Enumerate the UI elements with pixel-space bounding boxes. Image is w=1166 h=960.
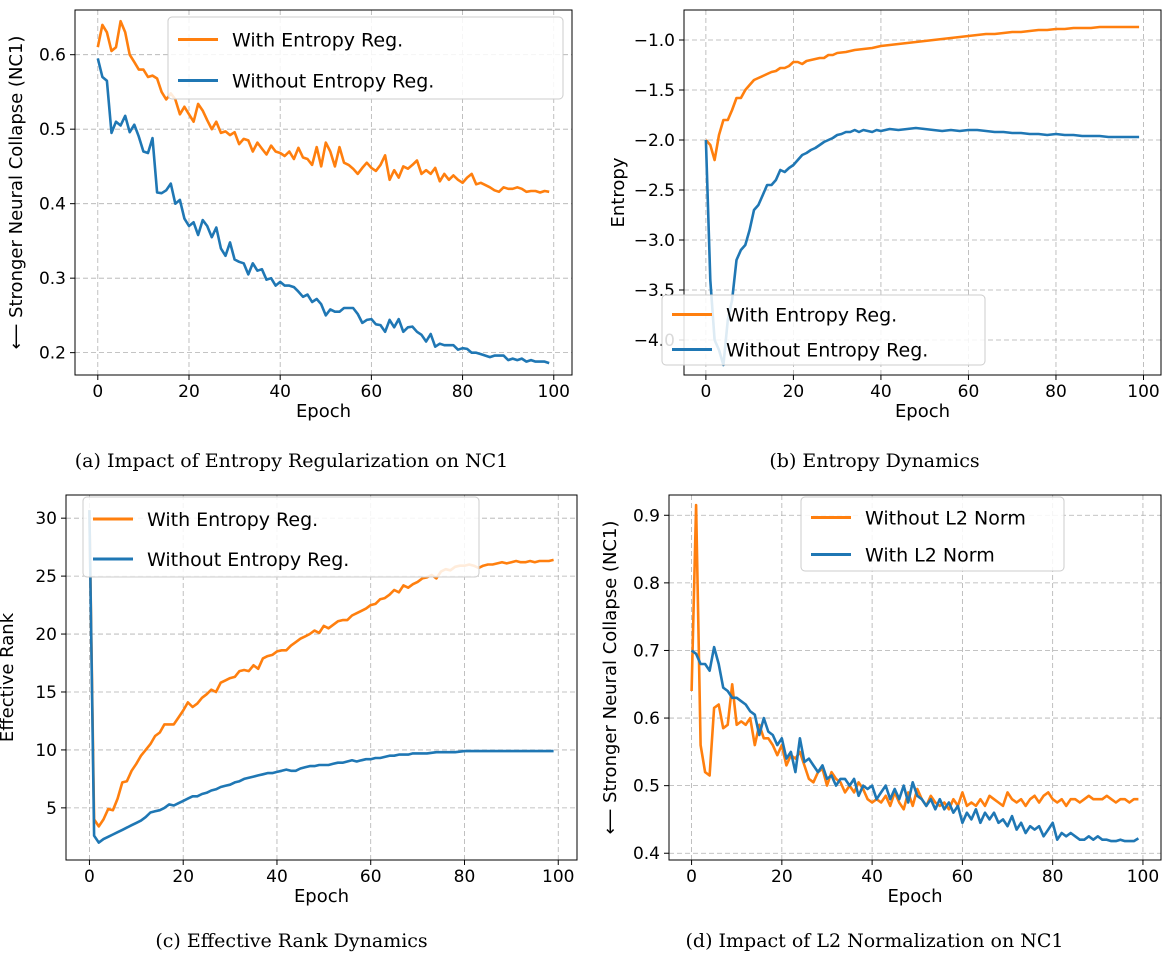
y-tick-label: 5 bbox=[46, 799, 57, 819]
chart-d: 0 20 40 60 80 100 0.4 0.5 0.6 0.7 0.8 0.9 Epoch ⟵ Str… bbox=[600, 494, 1162, 907]
legend-label: With L2 Norm bbox=[865, 545, 995, 567]
y-tick-label: 0.5 bbox=[39, 120, 66, 140]
y-axis-label: Entropy bbox=[608, 157, 629, 227]
chart-c: 0 20 40 60 80 100 5 10 15 20 25 30 Epoch Effective Ra… bbox=[0, 494, 578, 907]
y-tick-label: 0.2 bbox=[39, 344, 66, 364]
legend-label: Without Entropy Reg. bbox=[232, 71, 434, 93]
y-tick-label: 25 bbox=[35, 567, 57, 587]
x-tick-label: 60 bbox=[952, 867, 974, 887]
x-axis-label: Epoch bbox=[895, 401, 950, 422]
y-tick-label: 0.3 bbox=[39, 269, 66, 289]
x-tick-label: 40 bbox=[269, 382, 291, 402]
legend-box bbox=[800, 496, 1065, 572]
x-tick-label: 80 bbox=[1045, 382, 1067, 402]
x-tick-label: 100 bbox=[538, 382, 570, 402]
y-tick-label: 20 bbox=[35, 625, 57, 645]
chart-b: 0 20 40 60 80 100−4.0−3.5−3.0−2.5−2.0−1.5−1.0… bbox=[608, 9, 1162, 422]
y-tick-label: 0.4 bbox=[633, 844, 660, 864]
chart-a: 0 20 40 60 80 100 0.2 0.3 0.4 0.5 0.6 Epoch ⟵ Strong… bbox=[6, 9, 573, 422]
panel-d: 0 20 40 60 80 100 0.4 0.5 0.6 0.7 0.8 0.9 Epoch ⟵ Str… bbox=[583, 480, 1166, 960]
series-line-blue bbox=[88, 510, 554, 844]
y-tick-label: 0.5 bbox=[633, 777, 660, 797]
y-tick-label: −3.0 bbox=[634, 231, 675, 251]
y-tick-label: −1.5 bbox=[634, 81, 675, 101]
y-tick-label: −2.0 bbox=[634, 131, 675, 151]
caption-a: (a) Impact of Entropy Regularization on … bbox=[74, 450, 509, 472]
x-tick-label: 0 bbox=[84, 867, 95, 887]
panel-b: 0 20 40 60 80 100 −4.0 −3.5 −3.0 −2.5 −2.0 −1.5 −1.0… bbox=[583, 0, 1166, 480]
caption-c: (c) Effective Rank Dynamics bbox=[155, 930, 428, 952]
plot-frame bbox=[668, 494, 1162, 861]
y-tick-label: 30 bbox=[35, 509, 57, 529]
legend-box bbox=[661, 294, 986, 366]
x-tick-label: 80 bbox=[1042, 867, 1064, 887]
legend-label: With Entropy Reg. bbox=[726, 305, 897, 327]
x-tick-label: 0 bbox=[92, 382, 103, 402]
x-axis-label: Epoch bbox=[296, 401, 351, 422]
legend-box bbox=[82, 496, 480, 578]
legend-label: Without Entropy Reg. bbox=[726, 340, 928, 362]
x-tick-label: 40 bbox=[861, 867, 883, 887]
x-tick-label: 20 bbox=[783, 382, 805, 402]
panel-c: 0 20 40 60 80 100 5 10 15 20 25 30 Epoch Effective Ra… bbox=[0, 480, 583, 960]
y-tick-label: 0.6 bbox=[633, 709, 660, 729]
legend-label: Without Entropy Reg. bbox=[147, 549, 349, 571]
panel-a: 0 20 40 60 80 100 0.2 0.3 0.4 0.5 0.6 Epoch ⟵ Strong… bbox=[0, 0, 583, 480]
legend-box bbox=[167, 16, 564, 100]
x-axis-label: Epoch bbox=[887, 886, 942, 907]
x-tick-label: 40 bbox=[870, 382, 892, 402]
legend-label: With Entropy Reg. bbox=[232, 30, 403, 52]
series-line-blue bbox=[704, 126, 1140, 367]
series-line-blue bbox=[690, 645, 1140, 843]
caption-d: (d) Impact of L2 Normalization on NC1 bbox=[685, 930, 1064, 952]
y-tick-label: 0.6 bbox=[39, 46, 66, 66]
x-tick-label: 0 bbox=[686, 867, 697, 887]
x-tick-label: 20 bbox=[771, 867, 793, 887]
series-line-orange bbox=[704, 25, 1140, 162]
x-tick-label: 80 bbox=[454, 867, 476, 887]
plot-frame bbox=[65, 494, 578, 861]
series-line-blue bbox=[96, 58, 550, 365]
x-axis-label: Epoch bbox=[294, 886, 349, 907]
y-tick-label: 10 bbox=[35, 741, 57, 761]
plot-frame bbox=[74, 9, 573, 376]
y-tick-label: 0.4 bbox=[39, 195, 66, 215]
y-tick-label: 15 bbox=[35, 683, 57, 703]
x-tick-label: 40 bbox=[266, 867, 288, 887]
legend: With Entropy Reg. Without Entropy Reg. bbox=[82, 496, 480, 578]
y-axis-label: ⟵ Stronger Neural Collapse (NC1) bbox=[6, 36, 27, 350]
x-tick-label: 60 bbox=[958, 382, 980, 402]
x-tick-label: 0 bbox=[700, 382, 711, 402]
y-tick-label: −2.5 bbox=[634, 181, 675, 201]
legend: With Entropy Reg. Without Entropy Reg. bbox=[167, 16, 564, 100]
legend: Without L2 Norm With L2 Norm bbox=[800, 496, 1065, 572]
y-axis-label: Effective Rank bbox=[0, 612, 18, 742]
x-tick-label: 80 bbox=[452, 382, 474, 402]
legend-label: With Entropy Reg. bbox=[147, 509, 318, 531]
caption-b: (b) Entropy Dynamics bbox=[769, 450, 980, 472]
y-tick-label: 0.9 bbox=[633, 506, 660, 526]
y-axis-label: ⟵ Stronger Neural Collapse (NC1) bbox=[600, 521, 621, 835]
y-tick-label: 0.7 bbox=[633, 641, 660, 661]
x-tick-label: 60 bbox=[361, 382, 383, 402]
y-tick-label: −1.0 bbox=[634, 31, 675, 51]
plot-frame bbox=[683, 9, 1162, 376]
x-tick-label: 20 bbox=[172, 867, 194, 887]
x-tick-label: 100 bbox=[1127, 867, 1159, 887]
legend: With Entropy Reg. Without Entropy Reg. bbox=[661, 294, 986, 366]
y-tick-label: 0.8 bbox=[633, 574, 660, 594]
x-tick-label: 60 bbox=[360, 867, 382, 887]
x-tick-label: 100 bbox=[542, 867, 574, 887]
x-tick-label: 100 bbox=[1127, 382, 1159, 402]
legend-label: Without L2 Norm bbox=[865, 508, 1026, 530]
x-tick-label: 20 bbox=[178, 382, 200, 402]
series-line-orange bbox=[690, 503, 1139, 811]
